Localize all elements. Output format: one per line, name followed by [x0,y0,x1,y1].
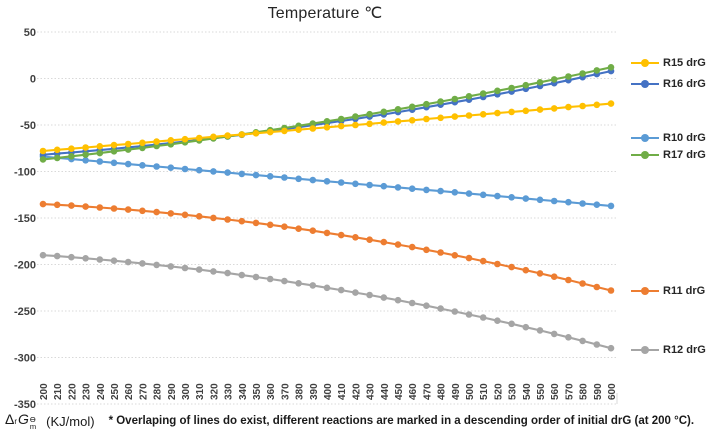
svg-text:510: 510 [479,383,490,400]
svg-text:280: 280 [153,383,164,400]
svg-text:-350: -350 [14,399,36,411]
svg-text:290: 290 [167,383,178,400]
svg-text:-100: -100 [14,166,36,178]
svg-text:380: 380 [295,383,306,400]
svg-text:240: 240 [96,383,107,400]
svg-text:370: 370 [280,383,291,400]
svg-text:450: 450 [394,383,405,400]
svg-text:-250: -250 [14,306,36,318]
svg-text:460: 460 [408,383,419,400]
chart-title: Temperature ℃ [267,5,383,22]
svg-text:590: 590 [593,383,604,400]
svg-text:520: 520 [493,383,504,400]
legend-label: R17 drG [663,149,706,161]
legend-label: R10 drG [663,132,706,144]
svg-text:50: 50 [24,27,36,39]
svg-text:200: 200 [39,383,50,400]
svg-text:260: 260 [124,383,135,400]
svg-text:390: 390 [309,383,320,400]
delta-subscript: r [14,416,18,426]
legend-item-r17: R17 drG [631,148,706,162]
legend-item-r16: R16 drG [631,77,706,91]
delta-symbol: Δ [5,410,15,427]
y-axis-unit-label: (KJ/mol) [46,413,95,429]
molar-subscript: m [29,421,37,431]
svg-text:480: 480 [437,383,448,400]
svg-text:470: 470 [422,383,433,400]
svg-text:-200: -200 [14,259,36,271]
svg-text:400: 400 [323,383,334,400]
legend-marker-icon [631,59,659,67]
svg-text:440: 440 [380,383,391,400]
legend-label: R16 drG [663,78,706,90]
svg-text:420: 420 [351,383,362,400]
legend-marker-icon [631,80,659,88]
svg-text:560: 560 [550,383,561,400]
legend-marker-icon [631,287,659,295]
svg-text:410: 410 [337,383,348,400]
legend-item-r15: R15 drG [631,56,706,70]
svg-text:300: 300 [181,383,192,400]
footnote: * Overlaping of lines do exist, differen… [108,415,695,427]
legend-marker-icon [631,346,659,354]
legend-marker-icon [631,134,659,142]
svg-text:270: 270 [138,383,149,400]
svg-text:210: 210 [53,383,64,400]
svg-text:350: 350 [252,383,263,400]
svg-text:580: 580 [579,383,590,400]
legend-label: R11 drG [663,285,706,297]
svg-text:-50: -50 [20,120,36,132]
svg-text:430: 430 [366,383,377,400]
svg-text:340: 340 [238,383,249,400]
svg-text:-150: -150 [14,213,36,225]
legend-label: R12 drG [663,344,706,356]
legend-item-r12: R12 drG [631,343,706,357]
legend-label: R15 drG [663,57,706,69]
svg-text:360: 360 [266,383,277,400]
svg-text:230: 230 [82,383,93,400]
svg-text:570: 570 [564,383,575,400]
svg-text:540: 540 [522,383,533,400]
svg-text:220: 220 [67,383,78,400]
standard-state-symbol: ϴ [29,414,36,424]
svg-text:250: 250 [110,383,121,400]
svg-text:600: 600 [607,383,618,400]
svg-text:320: 320 [209,383,220,400]
svg-text:530: 530 [508,383,519,400]
svg-text:490: 490 [451,383,462,400]
svg-text:330: 330 [224,383,235,400]
svg-text:310: 310 [195,383,206,400]
svg-text:0: 0 [30,73,36,85]
svg-text:-300: -300 [14,352,36,364]
legend-item-r10: R10 drG [631,131,706,145]
gibbs-symbol: G [18,410,29,427]
svg-text:500: 500 [465,383,476,400]
svg-text:550: 550 [536,383,547,400]
legend-item-r11: R11 drG [631,284,705,298]
legend-marker-icon [631,151,659,159]
